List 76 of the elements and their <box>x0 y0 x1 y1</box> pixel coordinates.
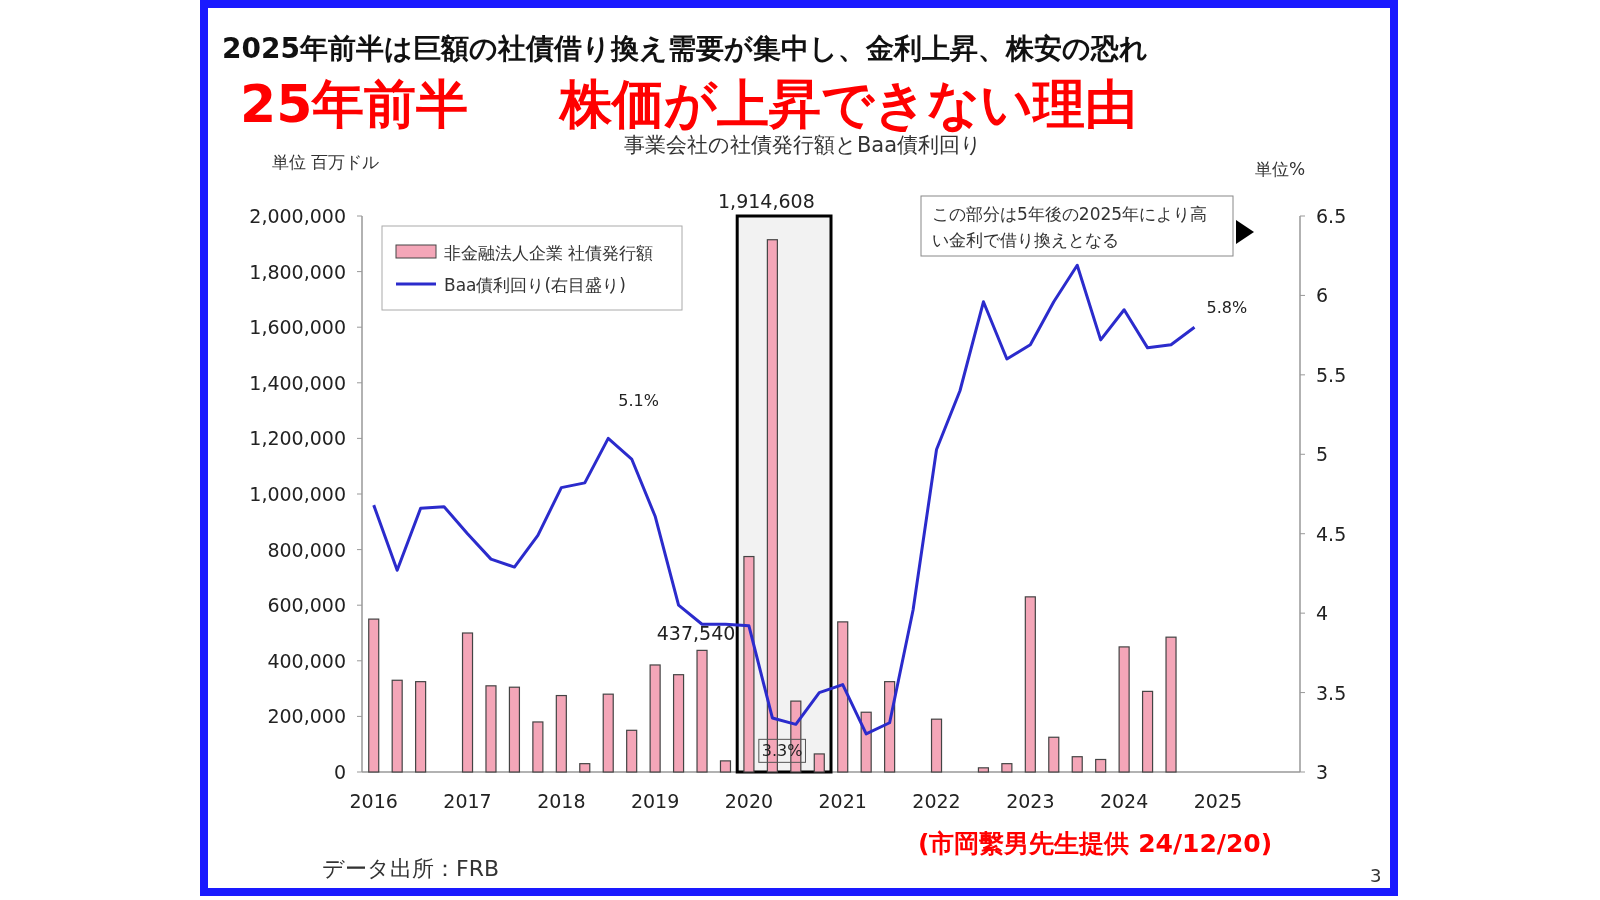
annotation: この部分は5年後の2025年により高い金利で借り換えとなる <box>932 204 1208 250</box>
text: 株価が上昇できない理由 <box>558 74 1137 134</box>
y-tick-label: 1,200,000 <box>249 427 346 450</box>
bar <box>1071 756 1083 773</box>
x-tick-label: 2019 <box>630 790 680 812</box>
bar <box>461 632 474 773</box>
y2-axis-title: 単位% <box>1255 159 1306 179</box>
bar <box>602 693 614 773</box>
text: (市岡繫男先生提供 24/12/20) <box>918 829 1273 858</box>
bar <box>1001 763 1013 773</box>
bar <box>532 721 544 773</box>
bar <box>1118 646 1130 773</box>
x-tick-label: 2018 <box>537 790 586 812</box>
y-tick-label: 400,000 <box>267 649 346 672</box>
y2-tick-label: 5.5 <box>1316 363 1347 386</box>
bar <box>508 686 521 773</box>
bar <box>672 674 685 773</box>
bar <box>719 760 732 773</box>
data-label: 5.1% <box>618 391 659 411</box>
y2-tick-label: 5 <box>1316 443 1329 466</box>
bar <box>1095 758 1107 773</box>
data-label: 437,540 <box>656 622 736 645</box>
legend-label: Baa債利回り(右目盛り) <box>444 275 626 295</box>
x-tick-label: 2016 <box>349 790 398 812</box>
line-series <box>372 263 1196 736</box>
y-tick-label: 800,000 <box>267 538 346 561</box>
y-tick-label: 1,400,000 <box>249 371 346 394</box>
text: 3 <box>1370 865 1382 886</box>
data-label: 1,914,608 <box>718 190 815 212</box>
x-tick-label: 2020 <box>724 790 774 812</box>
y-tick-label: 600,000 <box>267 594 346 617</box>
bar <box>837 621 849 773</box>
bar <box>1141 690 1154 773</box>
bar <box>813 753 825 773</box>
x-tick-label: 2025 <box>1193 790 1243 812</box>
bar <box>860 711 872 773</box>
y-tick-label: 2,000,000 <box>249 205 346 227</box>
bar <box>626 729 638 773</box>
bar <box>485 685 497 773</box>
bar <box>696 649 708 773</box>
data-label: 5.8% <box>1206 298 1248 318</box>
y-tick-label: 1,000,000 <box>249 483 346 505</box>
bar <box>555 694 567 773</box>
text: データ出所：FRB <box>322 856 500 881</box>
y2-tick-label: 4 <box>1316 602 1329 625</box>
x-tick-label: 2017 <box>443 790 492 812</box>
text: 25年前半 <box>240 74 469 134</box>
bar <box>930 718 943 773</box>
x-tick-label: 2022 <box>912 790 961 812</box>
y2-tick-label: 3.5 <box>1316 681 1347 704</box>
bar <box>649 664 661 773</box>
x-tick-label: 2021 <box>818 790 867 812</box>
bar <box>1165 636 1177 773</box>
bar <box>391 679 403 773</box>
bar <box>1024 596 1036 773</box>
callout: この部分は5年後の2025年により高い金利で借り換えとなる <box>920 195 1254 257</box>
legend-label: 非金融法人企業 社債発行額 <box>444 243 654 263</box>
bar <box>1048 736 1060 773</box>
y-tick-label: 0 <box>333 761 346 783</box>
bar <box>368 618 380 773</box>
y-axis-title: 単位 百万ドル <box>272 152 380 172</box>
y2-tick-label: 6 <box>1316 284 1329 307</box>
y-tick-label: 1,800,000 <box>249 260 346 283</box>
bar <box>743 555 755 773</box>
bar <box>579 763 591 773</box>
y2-tick-label: 6.5 <box>1316 205 1347 227</box>
y2-tick-label: 3 <box>1316 761 1329 783</box>
x-tick-label: 2024 <box>1099 790 1149 812</box>
y-tick-label: 200,000 <box>267 705 346 728</box>
chart-title: 2025年前半は巨額の社債借り換え需要が集中し、金利上昇、株安の恐れ <box>222 32 1148 65</box>
y-tick-label: 1,600,000 <box>249 316 346 339</box>
bar <box>977 767 990 773</box>
x-tick-label: 2023 <box>1006 790 1055 812</box>
y2-tick-label: 4.5 <box>1316 522 1347 545</box>
bar <box>415 681 427 773</box>
chart-subtitle: 事業会社の社債発行額とBaa債利回り <box>623 133 983 157</box>
